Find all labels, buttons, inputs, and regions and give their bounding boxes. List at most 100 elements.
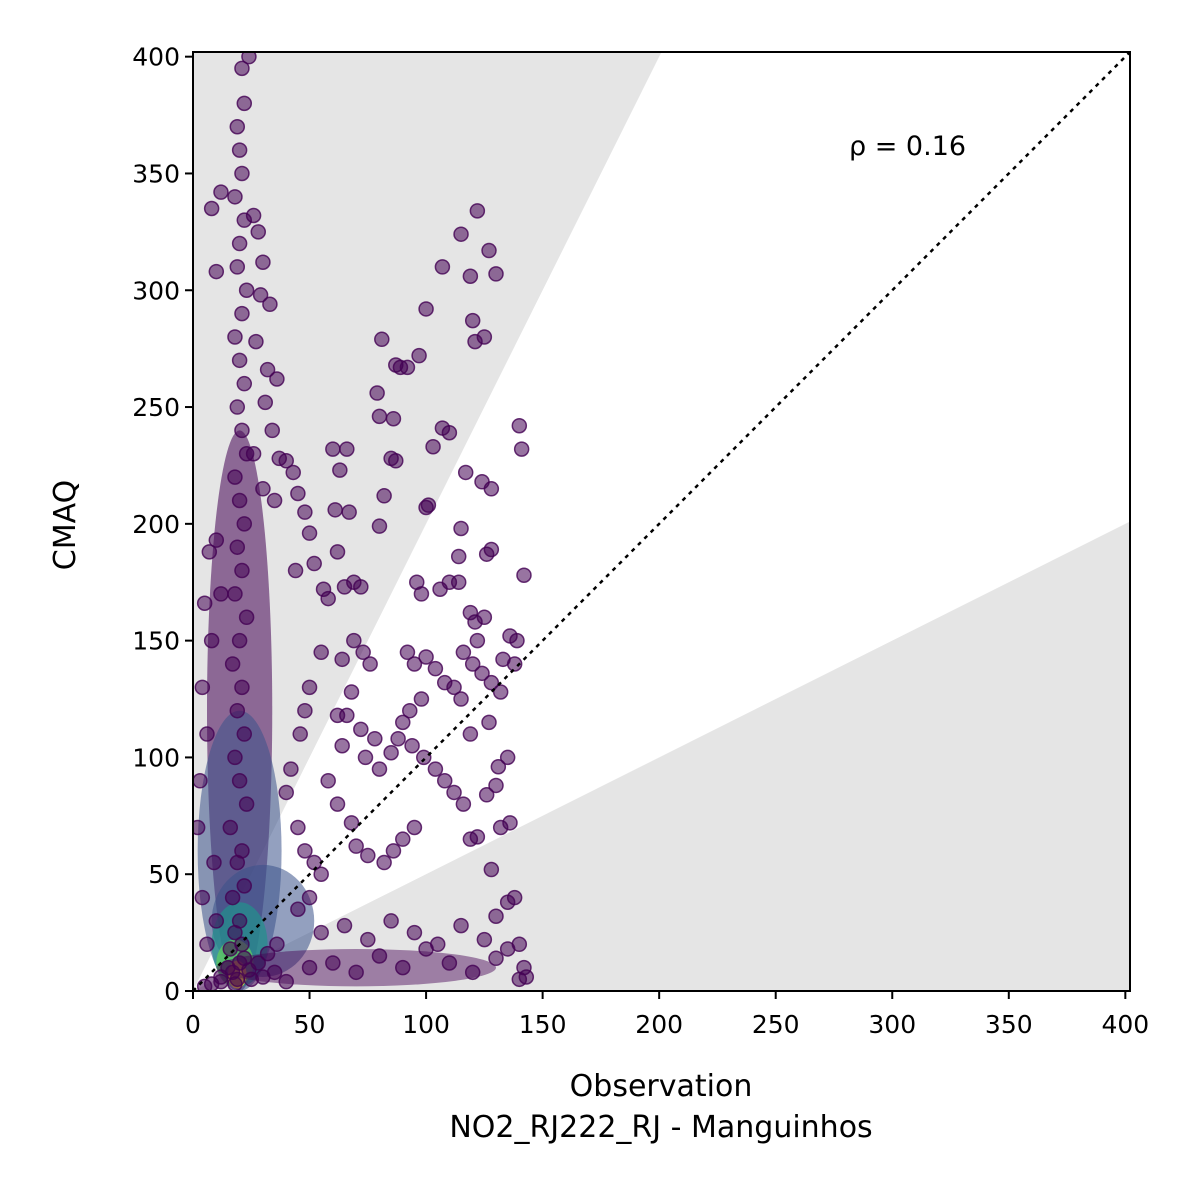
- data-point: [269, 936, 285, 953]
- data-point: [499, 749, 516, 766]
- data-point: [313, 924, 329, 941]
- y-tick-label: 200: [132, 510, 180, 539]
- data-point: [402, 702, 418, 719]
- data-point: [231, 773, 248, 789]
- data-point: [453, 520, 469, 537]
- data-point: [509, 632, 525, 649]
- data-point: [234, 679, 250, 696]
- plot-frame: [192, 51, 1131, 992]
- data-point: [483, 861, 500, 878]
- data-point: [388, 453, 404, 469]
- data-point: [224, 889, 241, 906]
- data-point: [313, 866, 329, 882]
- data-point: [492, 819, 509, 836]
- data-point: [252, 287, 269, 303]
- data-point: [301, 889, 318, 906]
- data-point: [245, 207, 262, 224]
- data-point: [455, 796, 472, 812]
- data-point: [343, 815, 360, 831]
- data-point: [436, 773, 453, 789]
- data-point: [376, 854, 392, 871]
- data-point: [227, 586, 243, 602]
- data-point: [213, 184, 229, 200]
- data-point: [278, 453, 294, 469]
- data-point: [411, 347, 427, 364]
- data-point: [301, 959, 318, 976]
- data-point: [325, 955, 341, 971]
- data-point: [334, 737, 350, 754]
- data-point: [360, 931, 376, 948]
- data-point: [213, 586, 229, 602]
- data-point: [193, 773, 208, 789]
- data-point: [446, 679, 462, 696]
- data-point: [413, 586, 430, 602]
- data-point: [329, 544, 346, 560]
- data-point: [371, 948, 388, 964]
- data-point: [339, 707, 355, 724]
- data-point: [383, 913, 399, 929]
- data-point: [231, 492, 248, 509]
- x-tick-label: 150: [519, 1010, 567, 1039]
- data-point: [203, 200, 220, 217]
- data-point: [306, 555, 322, 572]
- data-point: [250, 224, 267, 240]
- data-point: [231, 913, 248, 929]
- y-tick-label: 150: [132, 627, 180, 656]
- data-point: [297, 843, 313, 859]
- data-point: [234, 936, 250, 953]
- data-point: [406, 819, 423, 836]
- x-tick-label: 0: [185, 1010, 201, 1039]
- data-point: [464, 656, 481, 672]
- data-point: [231, 142, 248, 158]
- data-point: [264, 422, 280, 439]
- data-point: [250, 955, 267, 971]
- y-tick-label: 400: [132, 43, 180, 72]
- data-point: [474, 665, 490, 682]
- data-point: [464, 964, 481, 981]
- data-point: [229, 259, 246, 275]
- data-point: [357, 749, 374, 766]
- data-point: [488, 950, 504, 967]
- data-point: [362, 656, 378, 672]
- data-point: [418, 499, 434, 516]
- data-point: [383, 744, 399, 761]
- data-point: [248, 333, 264, 350]
- data-point: [476, 329, 493, 345]
- data-point: [196, 595, 213, 612]
- data-point: [488, 266, 504, 282]
- data-point: [483, 481, 500, 497]
- data-point: [290, 901, 306, 917]
- data-point: [376, 488, 392, 504]
- data-point: [488, 908, 504, 925]
- data-point: [222, 819, 239, 836]
- data-point: [453, 226, 469, 242]
- data-point: [238, 609, 255, 626]
- data-point: [346, 632, 362, 649]
- data-point: [194, 889, 211, 906]
- data-point: [385, 410, 402, 427]
- data-point: [213, 973, 229, 990]
- data-point: [287, 562, 304, 579]
- x-tick-label: 50: [294, 1010, 326, 1039]
- data-point: [238, 796, 255, 812]
- data-point: [199, 726, 215, 742]
- data-point: [499, 894, 516, 910]
- data-point: [236, 95, 253, 112]
- data-point: [231, 352, 248, 369]
- data-point: [259, 945, 276, 962]
- data-point: [441, 424, 458, 441]
- data-point: [488, 777, 504, 794]
- data-point: [206, 854, 222, 871]
- data-point: [371, 761, 388, 777]
- data-point: [234, 843, 250, 859]
- data-point: [241, 52, 257, 65]
- data-point: [266, 492, 283, 509]
- data-point: [255, 254, 271, 270]
- data-point: [262, 296, 278, 313]
- data-point: [441, 955, 458, 971]
- data-point: [224, 656, 241, 672]
- data-point: [490, 759, 507, 775]
- data-point: [292, 726, 308, 742]
- data-point: [353, 579, 369, 595]
